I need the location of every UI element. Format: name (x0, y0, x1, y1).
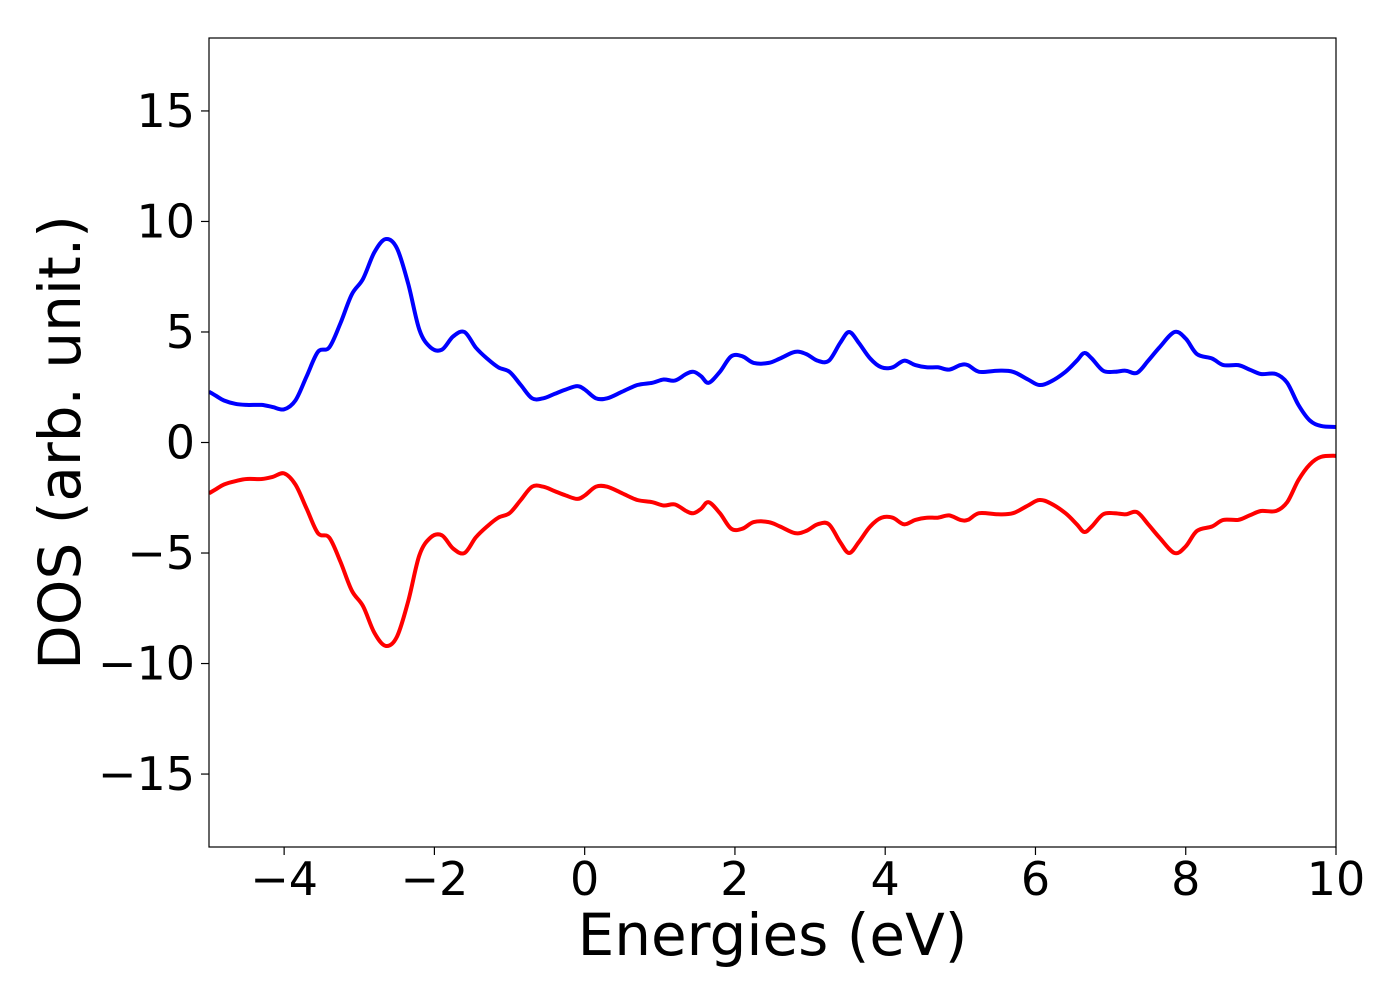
series-line-red (209, 453, 1336, 649)
y-axis-label: DOS (arb. unit.) (26, 215, 94, 670)
y-tick-label: 0 (166, 416, 195, 470)
series-line-blue (209, 236, 1336, 429)
x-tick-label: −4 (250, 852, 318, 906)
y-tick-label: −5 (127, 526, 195, 580)
y-tick-label: 15 (136, 84, 195, 138)
y-tick-label: 5 (166, 305, 195, 359)
plot-frame (208, 37, 1337, 848)
x-tick-label: 6 (1021, 852, 1050, 906)
y-tick-label: 10 (136, 194, 195, 248)
x-tick-label: 2 (720, 852, 749, 906)
y-tick-label: −10 (98, 637, 195, 691)
x-tick-label: 4 (871, 852, 900, 906)
y-axis-ticks: 15 10 5 0 −5 −10 −15 (98, 84, 209, 801)
x-tick-label: −2 (400, 852, 468, 906)
x-axis-ticks: −4 −2 0 2 4 6 8 10 (250, 847, 1365, 906)
x-axis-label: Energies (eV) (578, 901, 968, 969)
x-tick-label: 0 (570, 852, 599, 906)
y-tick-label: −15 (98, 747, 195, 801)
plot-area (209, 236, 1336, 649)
x-tick-label: 8 (1171, 852, 1200, 906)
x-tick-label: 10 (1307, 852, 1366, 906)
